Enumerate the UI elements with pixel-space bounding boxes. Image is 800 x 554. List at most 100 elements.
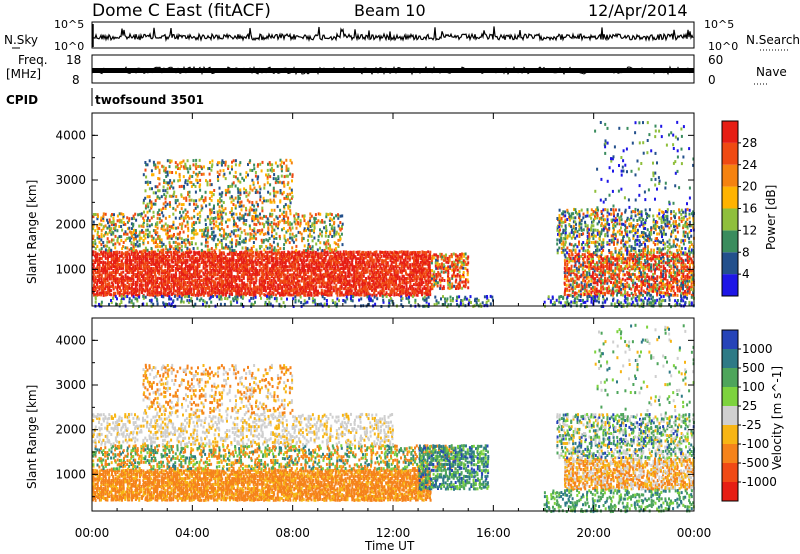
power-echo-cell [336, 250, 339, 254]
power-echo-cell [180, 269, 183, 273]
power-echo-cell [284, 287, 287, 291]
power-echo-cell [248, 258, 251, 262]
power-echo-cell [232, 254, 235, 258]
power-echo-cell [253, 204, 256, 208]
power-echo-cell [216, 283, 219, 287]
power-echo-cell [269, 168, 272, 172]
power-echo-cell [104, 269, 107, 272]
power-echo-cell [218, 249, 221, 253]
power-echo-cell [142, 302, 145, 306]
power-echo-cell [170, 284, 173, 288]
power-echo-cell [232, 224, 235, 228]
power-echo-cell [114, 228, 117, 232]
power-echo-cell [303, 267, 305, 271]
power-echo-cell [246, 262, 249, 266]
power-echo-cell [447, 283, 450, 287]
power-echo-cell [194, 259, 197, 263]
power-echo-cell [233, 268, 236, 272]
power-echo-cell [298, 287, 301, 291]
power-echo-cell [117, 282, 119, 286]
power-echo-cell [381, 270, 384, 274]
power-echo-cell [302, 256, 305, 260]
power-echo-cell [234, 170, 237, 174]
power-echo-cell [418, 281, 421, 285]
power-echo-cell [202, 293, 205, 297]
power-echo-cell [144, 262, 147, 266]
power-echo-cell [325, 212, 328, 216]
power-echo-cell [198, 257, 201, 261]
power-echo-cell [213, 273, 215, 277]
power-echo-cell [284, 293, 287, 297]
power-echo-cell [112, 285, 115, 289]
power-echo-cell [178, 275, 181, 279]
power-echo-cell [230, 240, 233, 244]
power-echo-cell [309, 269, 312, 273]
power-echo-cell [116, 297, 118, 301]
power-echo-cell [248, 200, 251, 204]
power-echo-cell [447, 286, 450, 290]
power-echo-cell [324, 242, 327, 246]
power-echo-cell [366, 267, 369, 271]
power-echo-cell [346, 291, 349, 295]
power-echo-cell [364, 263, 367, 267]
power-echo-cell [104, 281, 107, 284]
power-echo-cell [128, 283, 131, 287]
power-echo-cell [405, 277, 408, 280]
power-echo-cell [293, 214, 296, 218]
power-echo-cell [138, 272, 141, 276]
power-echo-cell [218, 173, 221, 177]
nsearch-label: N.Search [746, 33, 800, 47]
power-echo-cell [412, 250, 415, 254]
power-echo-cell [287, 194, 289, 198]
power-echo-cell [336, 277, 339, 281]
power-echo-cell [364, 287, 367, 291]
power-echo-cell [320, 264, 323, 268]
power-echo-cell [332, 276, 335, 280]
power-echo-cell [285, 158, 288, 162]
power-echo-cell [308, 263, 311, 267]
power-echo-cell [306, 250, 309, 254]
power-echo-cell [221, 206, 224, 210]
power-echo-cell [336, 293, 339, 297]
power-echo-cell [114, 273, 117, 277]
power-echo-cell [380, 283, 383, 287]
power-echo-cell [426, 287, 429, 291]
power-echo-cell [132, 295, 135, 299]
power-echo-cell [180, 193, 183, 197]
power-echo-cell [150, 279, 153, 283]
power-echo-cell [94, 254, 96, 258]
power-echo-cell [211, 250, 214, 254]
power-echo-cell [301, 263, 304, 266]
power-echo-cell [202, 266, 205, 270]
power-echo-cell [122, 216, 125, 220]
power-echo-cell [341, 281, 344, 285]
power-echo-cell [118, 293, 121, 297]
power-echo-cell [122, 291, 125, 295]
power-echo-cell [164, 196, 167, 200]
power-echo-cell [201, 285, 203, 289]
power-echo-cell [302, 263, 305, 267]
power-echo-cell [160, 254, 163, 258]
power-echo-cell [168, 302, 171, 306]
power-echo-cell [397, 256, 400, 260]
power-echo-cell [218, 186, 221, 190]
power-echo-cell [333, 216, 335, 220]
power-echo-cell [164, 204, 167, 208]
power-echo-cell [449, 283, 451, 286]
power-echo-cell [102, 262, 105, 266]
power-echo-cell [306, 275, 309, 279]
power-echo-cell [222, 228, 225, 232]
power-echo-cell [232, 263, 235, 267]
power-echo-cell [341, 225, 343, 228]
power-echo-cell [128, 230, 131, 234]
power-echo-cell [281, 192, 284, 196]
power-echo-cell [213, 249, 216, 253]
power-echo-cell [412, 269, 415, 273]
power-echo-cell [352, 267, 355, 271]
power-echo-cell [221, 293, 224, 297]
power-echo-cell [113, 259, 115, 263]
power-echo-cell [146, 283, 149, 287]
power-echo-cell [206, 248, 209, 252]
power-echo-cell [245, 293, 247, 297]
power-echo-cell [188, 216, 191, 220]
